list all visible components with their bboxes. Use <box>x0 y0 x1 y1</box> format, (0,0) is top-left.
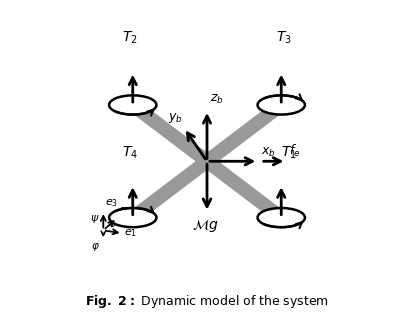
Text: $f_e$: $f_e$ <box>288 143 299 159</box>
Text: $e_3$: $e_3$ <box>104 197 117 209</box>
Ellipse shape <box>109 208 156 227</box>
Text: $T_1$: $T_1$ <box>280 145 296 161</box>
Text: $\varphi$: $\varphi$ <box>91 241 100 253</box>
Text: $y_b$: $y_b$ <box>167 111 182 125</box>
Text: $\mathbf{Fig.}$ $\mathbf{2:}$ Dynamic model of the system: $\mathbf{Fig.}$ $\mathbf{2:}$ Dynamic mo… <box>85 293 328 310</box>
Text: $T_2$: $T_2$ <box>122 30 138 46</box>
Ellipse shape <box>257 95 304 115</box>
Text: $e_1$: $e_1$ <box>123 228 137 239</box>
Text: $z_b$: $z_b$ <box>209 93 223 106</box>
Text: $\psi$: $\psi$ <box>90 213 99 225</box>
Text: $x_b$: $x_b$ <box>260 146 275 159</box>
Text: $T_4$: $T_4$ <box>122 145 138 161</box>
Text: $T_3$: $T_3$ <box>275 30 291 46</box>
Text: $\mathcal{M}g$: $\mathcal{M}g$ <box>192 218 218 234</box>
Text: $e_2$: $e_2$ <box>118 205 131 217</box>
Ellipse shape <box>257 208 304 227</box>
Text: $\theta$: $\theta$ <box>108 217 116 228</box>
Ellipse shape <box>109 95 156 115</box>
